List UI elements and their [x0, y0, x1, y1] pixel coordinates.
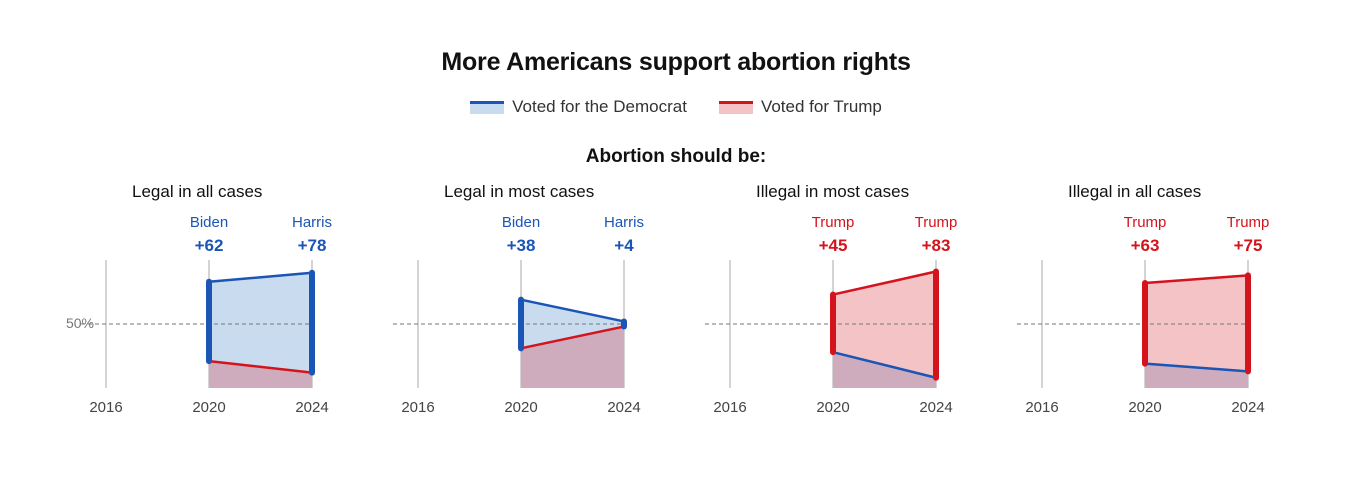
winner-line — [1144, 274, 1249, 285]
x-tick-2020: 2020 — [816, 399, 849, 416]
panel-4: Illegal in all cases Trump +63 Trump +75 2016… — [1017, 182, 1269, 416]
margin-area — [1145, 275, 1248, 372]
x-tick-2020: 2020 — [1128, 399, 1161, 416]
x-tick-2016: 2016 — [401, 399, 434, 416]
candidate-name-2020: Biden — [502, 214, 540, 231]
margin-area — [521, 299, 624, 349]
candidate-margin-2024: +4 — [614, 236, 634, 255]
lower-share-area — [521, 326, 624, 388]
x-tick-2020: 2020 — [504, 399, 537, 416]
legend-swatch-democrat — [470, 100, 505, 114]
candidate-name-2024: Harris — [292, 214, 332, 231]
legend-swatch-trump — [718, 100, 753, 114]
candidate-name-2024: Harris — [604, 214, 644, 231]
candidate-name-2024: Trump — [915, 214, 958, 231]
panel-title: Illegal in all cases — [1068, 182, 1201, 201]
lower-share-area — [833, 352, 936, 388]
candidate-name-2024: Trump — [1227, 214, 1270, 231]
candidate-name-2020: Biden — [190, 214, 228, 231]
legend-item-democrat: Voted for the Democrat — [470, 97, 687, 117]
panel-2: Legal in most cases Biden +38 Harris +4 2016 2… — [393, 182, 644, 416]
candidate-margin-2020: +63 — [1131, 236, 1160, 255]
loser-line — [208, 359, 313, 374]
x-tick-2024: 2024 — [607, 399, 640, 416]
candidate-margin-2024: +75 — [1234, 236, 1263, 255]
candidate-margin-2020: +38 — [507, 236, 536, 255]
legend-label-democrat: Voted for the Democrat — [512, 97, 687, 116]
x-tick-2024: 2024 — [919, 399, 952, 416]
x-tick-2024: 2024 — [295, 399, 328, 416]
candidate-name-2020: Trump — [1124, 214, 1167, 231]
candidate-margin-2024: +83 — [922, 236, 951, 255]
margin-area — [209, 272, 312, 373]
x-tick-2024: 2024 — [1231, 399, 1264, 416]
panel-title: Legal in most cases — [444, 182, 594, 201]
winner-line — [832, 270, 937, 296]
candidate-margin-2020: +45 — [819, 236, 848, 255]
candidate-name-2020: Trump — [812, 214, 855, 231]
margin-area — [833, 271, 936, 378]
panel-1: Legal in all cases Biden +62 Harris +78 2016 2… — [66, 182, 332, 416]
x-tick-2020: 2020 — [192, 399, 225, 416]
reference-label-50: 50% — [66, 315, 94, 331]
legend: Voted for the Democrat Voted for Trump — [0, 97, 1352, 117]
x-tick-2016: 2016 — [1025, 399, 1058, 416]
chart-title: More Americans support abortion rights — [441, 48, 911, 76]
panel-3: Illegal in most cases Trump +45 Trump +83 201… — [705, 182, 957, 416]
candidate-margin-2024: +78 — [298, 236, 327, 255]
loser-line — [1144, 362, 1249, 373]
legend-item-trump: Voted for Trump — [718, 97, 882, 117]
loser-line — [832, 350, 937, 379]
legend-label-trump: Voted for Trump — [760, 97, 882, 116]
x-tick-2016: 2016 — [89, 399, 122, 416]
winner-line — [520, 298, 625, 323]
candidate-margin-2020: +62 — [195, 236, 224, 255]
lower-share-area — [209, 361, 312, 388]
loser-line — [520, 325, 625, 350]
panel-title: Legal in all cases — [132, 182, 262, 201]
panel-title: Illegal in most cases — [756, 182, 909, 201]
chart-subtitle: Abortion should be: — [585, 146, 767, 167]
winner-line — [208, 271, 313, 284]
x-tick-2016: 2016 — [713, 399, 746, 416]
